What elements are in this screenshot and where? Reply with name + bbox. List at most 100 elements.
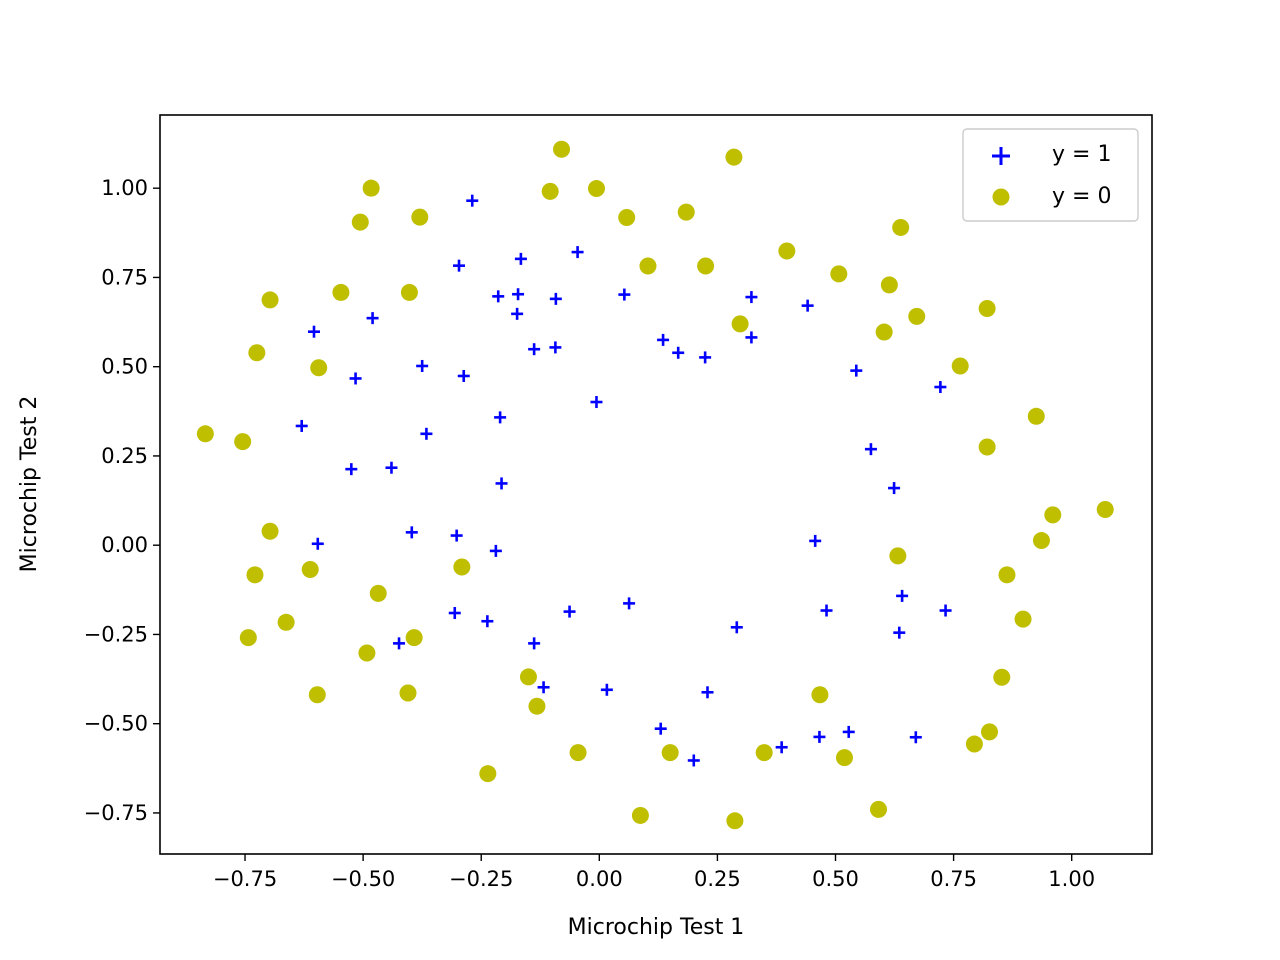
data-point-plus: [307, 325, 320, 338]
x-tick-label: −0.50: [331, 867, 395, 891]
data-point-circle: [196, 425, 214, 443]
x-tick-label: 0.50: [812, 867, 859, 891]
data-point-plus: [687, 754, 700, 767]
data-point-plus: [809, 534, 822, 547]
data-point-circle: [587, 180, 605, 198]
data-point-plus: [494, 411, 507, 424]
data-point-plus: [528, 343, 541, 356]
data-point-plus: [842, 725, 855, 738]
legend: y = 1 y = 0: [962, 128, 1139, 222]
data-point-plus: [893, 626, 906, 639]
data-point-plus: [385, 461, 398, 474]
y-tick-label: −0.50: [84, 712, 148, 736]
data-point-circle: [1044, 506, 1062, 524]
data-point-plus: [495, 477, 508, 490]
data-point-plus: [745, 331, 758, 344]
data-point-circle: [998, 566, 1016, 584]
y-axis: −0.75 −0.50 −0.25 0.00 0.25 0.50 0.75 1.00: [84, 176, 160, 825]
data-point-plus: [416, 359, 429, 372]
data-point-circle: [358, 644, 376, 662]
data-point-circle: [811, 686, 829, 704]
legend-plus-icon: [992, 147, 1010, 165]
data-point-plus: [420, 427, 433, 440]
data-point-circle: [519, 668, 537, 686]
data-point-circle: [405, 629, 423, 647]
data-point-plus: [657, 333, 670, 346]
data-point-plus: [311, 537, 324, 550]
x-tick-label: −0.75: [213, 867, 277, 891]
data-point-circle: [1027, 407, 1045, 425]
y-tick-label: −0.25: [84, 622, 148, 646]
y-tick-label: 0.25: [101, 444, 148, 468]
legend-circle-icon: [992, 188, 1010, 206]
data-point-plus: [820, 604, 833, 617]
data-point-plus: [813, 730, 826, 743]
legend-label-y1: y = 1: [1052, 142, 1111, 167]
data-point-plus: [801, 299, 814, 312]
y-tick-label: 1.00: [101, 176, 148, 200]
data-point-circle: [731, 315, 749, 333]
data-point-plus: [701, 686, 714, 699]
data-point-circle: [400, 283, 418, 301]
data-point-circle: [261, 291, 279, 309]
data-point-circle: [248, 344, 266, 362]
data-point-circle: [399, 684, 417, 702]
data-point-circle: [308, 686, 326, 704]
data-point-circle: [981, 723, 999, 741]
data-point-circle: [639, 257, 657, 275]
data-point-plus: [448, 607, 461, 620]
data-point-circle: [993, 668, 1011, 686]
data-point-plus: [514, 252, 527, 265]
data-point-circle: [246, 566, 264, 584]
data-point-circle: [875, 323, 893, 341]
data-point-circle: [725, 148, 743, 166]
data-point-plus: [850, 364, 863, 377]
x-tick-label: 1.00: [1048, 867, 1095, 891]
data-point-circle: [528, 697, 546, 715]
data-point-plus: [457, 369, 470, 382]
data-point-circle: [541, 182, 559, 200]
data-point-plus: [489, 544, 502, 557]
y-axis-label: Microchip Test 2: [17, 396, 42, 573]
plot-frame: [159, 114, 1153, 855]
data-point-circle: [677, 203, 695, 221]
data-point-plus: [590, 396, 603, 409]
data-point-circle: [411, 208, 429, 226]
data-point-plus: [571, 246, 584, 259]
data-point-circle: [277, 613, 295, 631]
data-point-circle: [755, 744, 773, 762]
data-point-circle: [631, 806, 649, 824]
y-tick-label: 0.50: [101, 355, 148, 379]
data-point-circle: [889, 547, 907, 565]
data-point-circle: [301, 560, 319, 578]
data-point-plus: [618, 288, 631, 301]
data-point-circle: [369, 584, 387, 602]
data-point-plus: [934, 381, 947, 394]
data-point-plus: [466, 194, 479, 207]
series-y0: [196, 140, 1114, 830]
data-point-plus: [549, 292, 562, 305]
data-point-circle: [726, 812, 744, 830]
data-point-plus: [939, 604, 952, 617]
data-point-circle: [310, 359, 328, 377]
data-point-circle: [479, 765, 497, 783]
data-point-plus: [511, 307, 524, 320]
data-point-plus: [345, 463, 358, 476]
data-point-plus: [745, 291, 758, 304]
data-point-plus: [349, 372, 362, 385]
legend-label-y0: y = 0: [1052, 184, 1111, 209]
data-point-circle: [661, 744, 679, 762]
data-point-plus: [492, 290, 505, 303]
data-point-plus: [405, 526, 418, 539]
data-point-circle: [553, 140, 571, 158]
data-point-plus: [600, 683, 613, 696]
data-point-circle: [1014, 610, 1032, 628]
data-point-plus: [537, 681, 550, 694]
data-point-circle: [951, 357, 969, 375]
data-point-circle: [239, 629, 257, 647]
y-tick-label: −0.75: [84, 801, 148, 825]
series-y1: [295, 194, 952, 767]
x-axis: −0.75 −0.50 −0.25 0.00 0.25 0.50 0.75 1.00: [213, 854, 1095, 891]
data-point-circle: [830, 265, 848, 283]
data-point-plus: [672, 346, 685, 359]
